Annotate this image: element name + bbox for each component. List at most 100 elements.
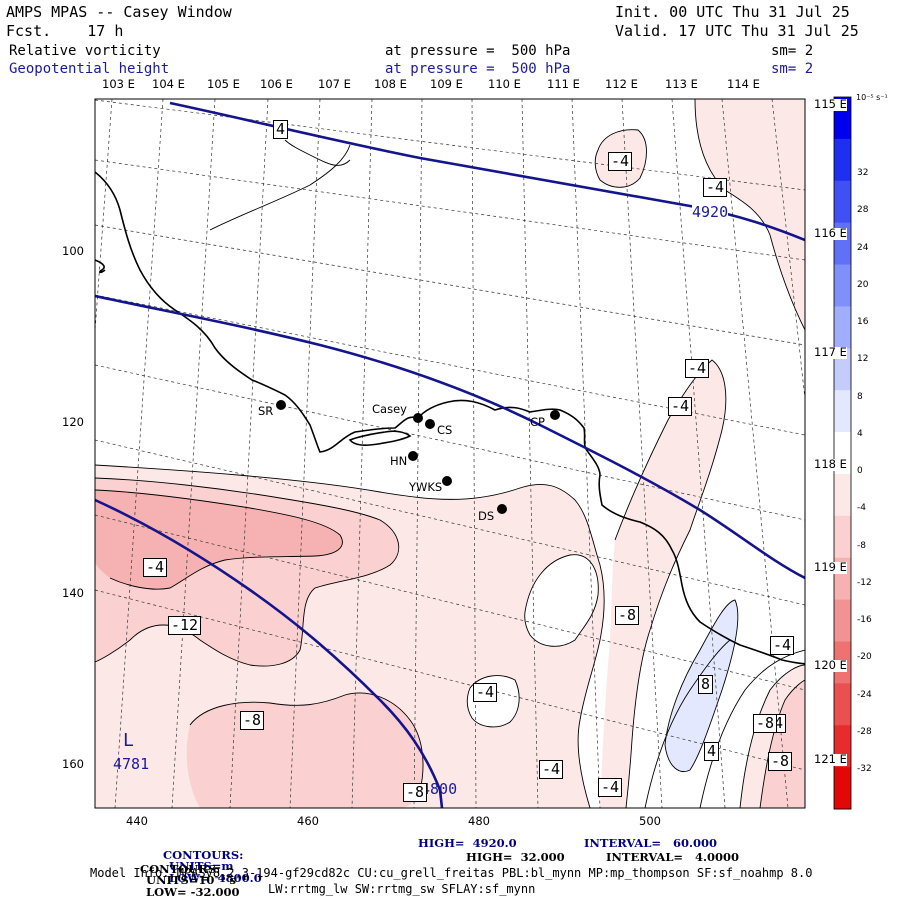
y-tick-160: 160 (62, 757, 84, 771)
station-marker-casey (413, 413, 423, 423)
vorticity-label: -8 (753, 714, 778, 733)
colorbar-frame (833, 96, 852, 810)
vort-contour-d (189, 692, 424, 791)
vorticity-label: -8 (768, 752, 793, 771)
vorticity-label: -4 (473, 683, 498, 702)
height-contour-4860 (95, 294, 805, 580)
colorbar-swatch (834, 306, 851, 349)
vort-contour-high: HIGH= 32.000 (466, 850, 565, 864)
valid-time: Valid. 17 UTC Thu 31 Jul 25 (615, 22, 859, 40)
vort-contour-p (644, 639, 731, 808)
height-contour-prefix: CONTOURS: (163, 847, 244, 862)
x-tick-480: 480 (468, 814, 490, 828)
colorbar-label: 32 (857, 168, 869, 178)
lon-label-top-2: 105 E (207, 77, 240, 91)
colorbar-label: -4 (857, 503, 866, 514)
field2-smoothing: sm= 2 (771, 61, 814, 77)
vort-contour-k (209, 144, 351, 231)
lon-label-top-0: 103 E (102, 77, 135, 91)
colorbar (834, 97, 851, 810)
plot-frame (94, 98, 806, 809)
coastline (95, 171, 805, 665)
lon-label-right-0: 115 E (814, 97, 847, 111)
field2-pressure: at pressure = 500 hPa (385, 61, 571, 77)
height-contour-high: HIGH= 4920.0 (418, 836, 517, 850)
lon-label-top-7: 110 E (488, 77, 521, 91)
station-label-cp: CP (530, 415, 545, 429)
y-tick-140: 140 (62, 586, 84, 600)
colorbar-label: -28 (857, 726, 872, 737)
vorticity-label: -4 (539, 760, 564, 779)
low-value: 4781 (113, 755, 150, 773)
vorticity-label: 4 (704, 742, 720, 761)
lon-label-top-4: 107 E (318, 77, 351, 91)
vort-contour-n (759, 679, 805, 808)
colorbar-swatch (834, 767, 851, 810)
vorticity-label: -4 (703, 178, 728, 197)
low-symbol: L (123, 730, 134, 751)
model-info: Model Info: MPASv8.2.3-194-gf29cd82c CU:… (90, 866, 813, 880)
vort-fill-minus4-right (600, 360, 726, 808)
vorticity-label: -4 (685, 359, 710, 378)
vorticity-label: -4 (770, 636, 795, 655)
vorticity-label: -4 (668, 397, 693, 416)
colorbar-label: -20 (857, 652, 872, 663)
vorticity-label: -4 (143, 558, 168, 577)
vort-contour-interval: INTERVAL= 4.0000 (606, 850, 740, 864)
field1-smoothing: sm= 2 (771, 43, 814, 59)
lon-label-top-1: 104 E (152, 77, 185, 91)
colorbar-swatch (834, 473, 851, 517)
vorticity-label: -4 (598, 778, 623, 797)
x-tick-460: 460 (297, 814, 319, 828)
stations (276, 400, 560, 514)
x-tick-500: 500 (639, 814, 661, 828)
colorbar-swatch (834, 180, 851, 224)
height-contour-4800 (95, 498, 444, 808)
vort-contour-a (95, 464, 605, 808)
station-marker-sr (276, 400, 286, 410)
lon-label-top-11: 114 E (727, 77, 760, 91)
lon-label-right-5: 120 E (814, 658, 847, 672)
field1-pressure: at pressure = 500 hPa (385, 43, 571, 59)
colorbar-label: -8 (857, 540, 866, 551)
colorbar-label: 12 (857, 354, 869, 365)
vort-contour-o (699, 649, 805, 808)
colorbar-swatch (834, 264, 851, 307)
colorbar-label: 28 (857, 205, 869, 216)
colorbar-label: 4 (857, 428, 863, 439)
station-label-ds: DS (478, 509, 495, 523)
vort-fill-minus8-bottom (186, 692, 423, 808)
height-contour-low: LOW= 4800.0 (169, 870, 262, 885)
lon-label-top-6: 109 E (430, 77, 463, 91)
station-label-ywks: YWKS (409, 480, 443, 494)
colorbar-label: 8 (857, 391, 863, 402)
colorbar-unit: 10⁻⁵ s⁻¹ (856, 93, 888, 102)
station-marker-cp (550, 410, 560, 420)
height-contour-title: CONTOURS: UNITS=m LOW= 4800.0 (155, 838, 262, 884)
init-time: Init. 00 UTC Thu 31 Jul 25 (615, 3, 850, 21)
lon-label-right-6: 121 E (814, 752, 847, 766)
vort-contour-prefix: CONTOURS: (140, 861, 221, 876)
height-contour-interval: INTERVAL= 60.000 (584, 836, 718, 850)
field2-name: Geopotential height (9, 61, 170, 77)
lon-label-top-8: 111 E (547, 77, 580, 91)
lon-label-right-2: 117 E (814, 345, 847, 359)
colorbar-label: 0 (857, 466, 863, 476)
vort-hole-1 (524, 554, 599, 647)
lon-label-right-4: 119 E (814, 560, 847, 574)
vort-contour-c (95, 489, 343, 590)
station-marker-cs (425, 419, 435, 429)
station-label-sr: SR (258, 404, 274, 418)
y-tick-120: 120 (62, 415, 84, 429)
vort-contour-i (524, 554, 599, 647)
coastline-path (95, 171, 805, 665)
vort-contour-e (614, 359, 727, 808)
height-contour-units: UNITS=m (169, 859, 234, 873)
station-label-cs: CS (437, 423, 453, 437)
vorticity-label: -8 (403, 783, 428, 802)
vort-contour-m (739, 664, 805, 808)
colorbar-swatch (834, 683, 851, 726)
vorticity-label: -8 (615, 606, 640, 625)
colorbar-label: -24 (857, 689, 872, 700)
vorticity-label: 8 (698, 675, 714, 694)
